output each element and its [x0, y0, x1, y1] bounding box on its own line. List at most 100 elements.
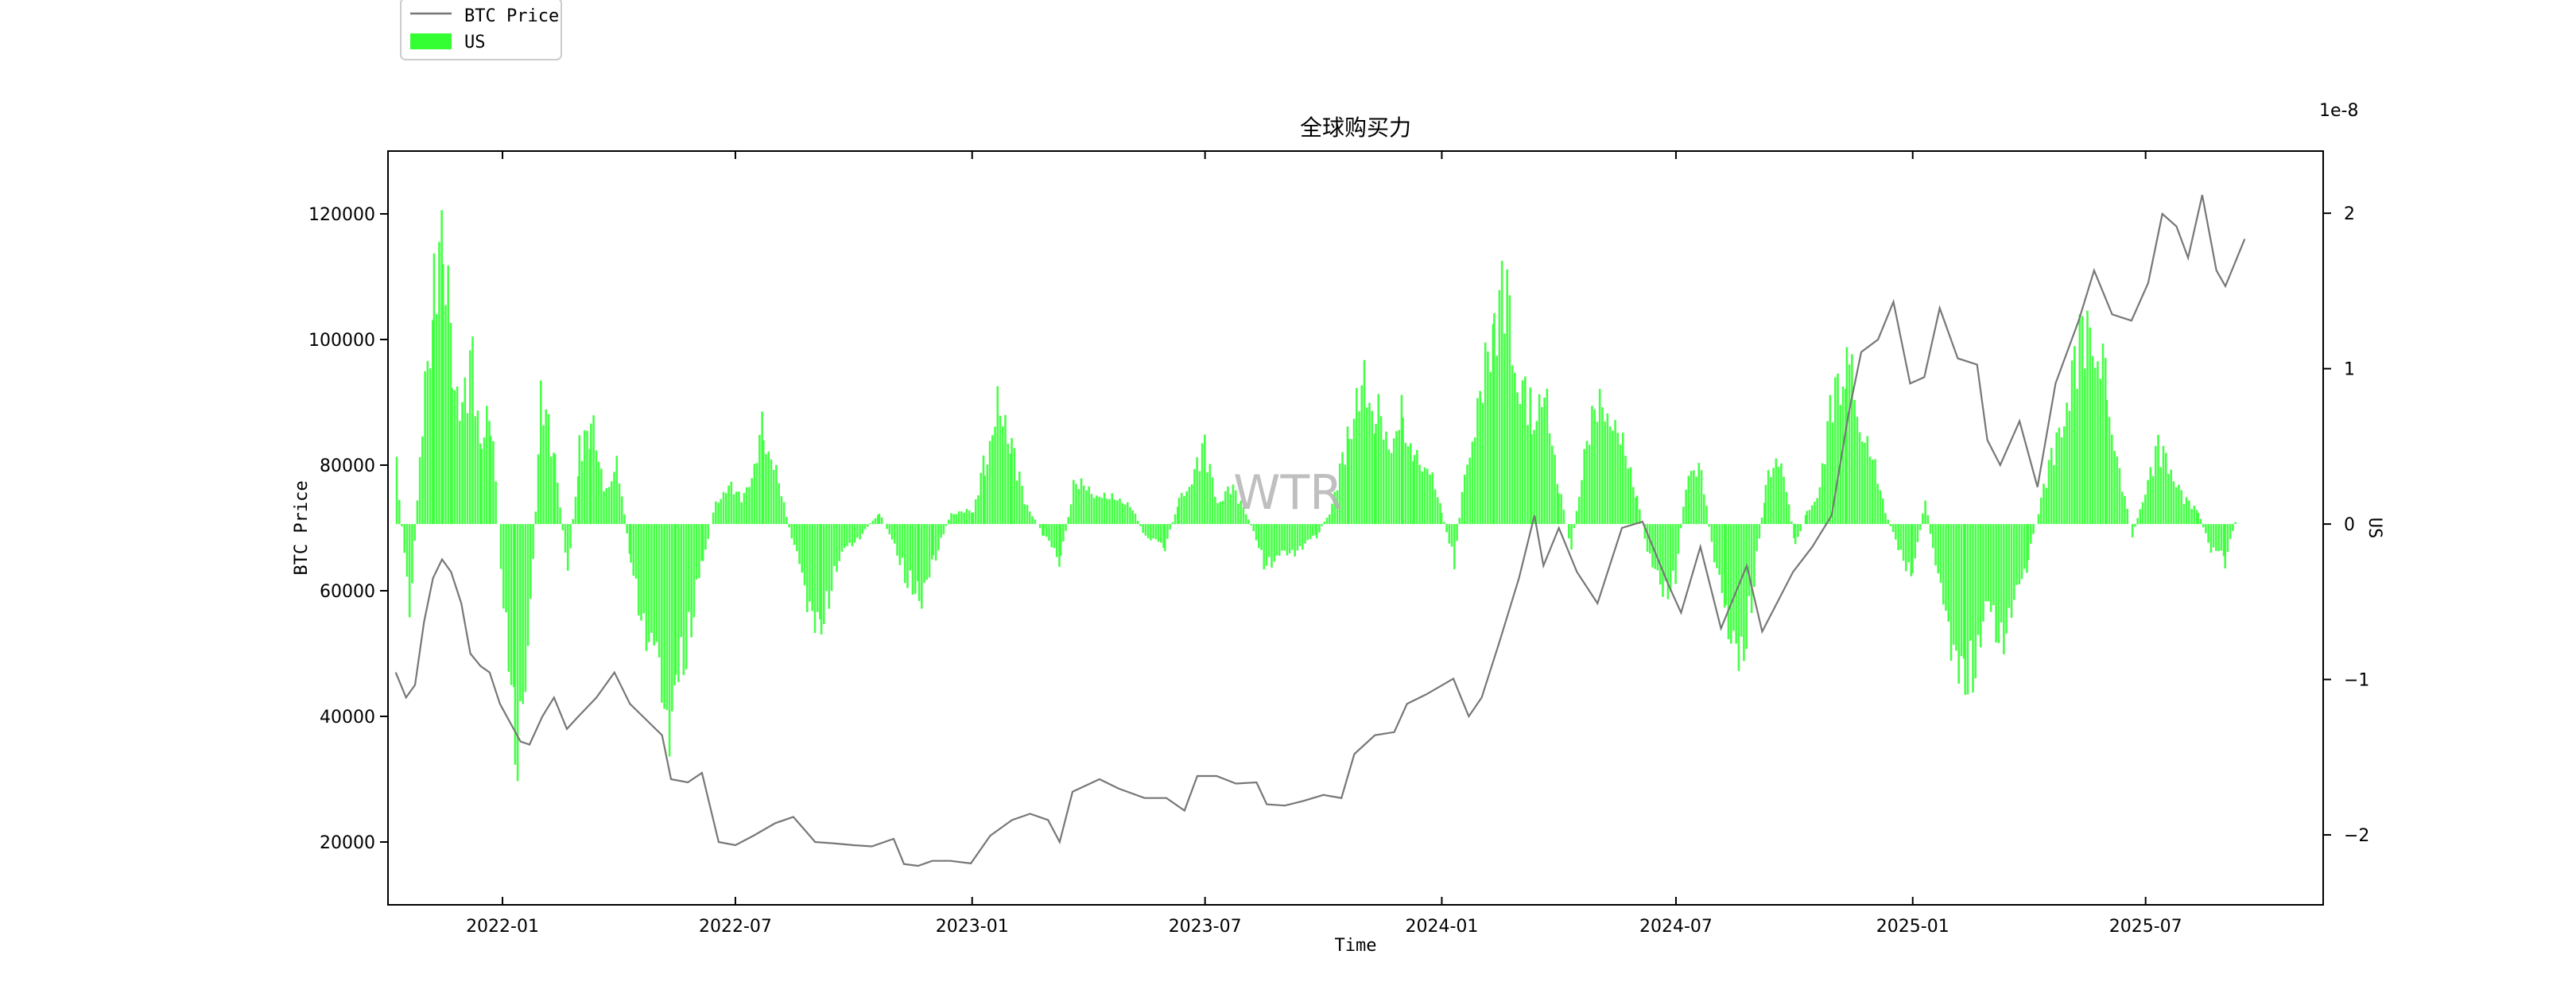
us-bar	[2147, 479, 2149, 525]
us-bar	[1390, 452, 1393, 525]
us-bar	[2162, 445, 2165, 525]
us-bar	[476, 410, 479, 525]
us-bar	[1240, 500, 1242, 525]
x-tick-label: 2023-01	[936, 917, 1009, 937]
us-bar	[2099, 378, 2102, 525]
us-bar	[1775, 458, 1778, 525]
us-bar	[918, 524, 921, 601]
us-bar	[890, 524, 894, 540]
us-bar	[1974, 524, 1977, 679]
us-bar	[1260, 524, 1263, 550]
us-bar	[1426, 468, 1429, 525]
us-bar	[632, 524, 635, 576]
us-bar	[1461, 491, 1464, 525]
us-bar	[755, 463, 758, 525]
us-bar	[547, 413, 550, 525]
us-bar	[542, 425, 545, 525]
us-bar	[566, 524, 569, 571]
us-bar	[1977, 524, 1980, 635]
us-bar	[1635, 497, 1637, 525]
us-bar	[846, 524, 848, 546]
us-bar	[2027, 524, 2030, 561]
us-bar	[1947, 524, 1950, 622]
us-bar	[1810, 505, 1814, 525]
us-bar	[1581, 479, 1583, 525]
us-bar	[1023, 504, 1026, 525]
us-bar	[1352, 418, 1356, 525]
us-bar	[1062, 524, 1065, 542]
us-bar	[1570, 524, 1573, 550]
us-bar	[2195, 510, 2198, 525]
us-bar	[661, 524, 663, 703]
us-bar	[1724, 524, 1728, 605]
us-bar	[1224, 491, 1227, 525]
us-bar	[1346, 426, 1349, 525]
us-bar	[610, 481, 613, 525]
us-bar	[1058, 524, 1061, 567]
us-bar	[1291, 524, 1294, 550]
us-bar	[1121, 502, 1124, 525]
us-bar	[809, 524, 811, 602]
us-bar	[1627, 468, 1630, 525]
us-bar	[1763, 502, 1766, 525]
us-bar	[1439, 502, 1441, 525]
us-bar	[685, 524, 688, 669]
us-bar	[1281, 524, 1283, 551]
us-bar	[1593, 409, 1596, 525]
us-bar	[2045, 487, 2048, 525]
us-bar	[1169, 524, 1171, 530]
us-bar	[524, 524, 527, 693]
us-bar	[727, 485, 730, 525]
us-bar	[1458, 518, 1461, 525]
us-bar	[613, 471, 615, 525]
us-bar	[1348, 439, 1350, 525]
us-bar	[925, 524, 929, 580]
us-bar	[803, 524, 806, 586]
us-bar	[2053, 465, 2055, 525]
us-bar	[645, 524, 648, 651]
us-bar	[1506, 269, 1508, 525]
us-bar	[1108, 499, 1111, 525]
us-bar	[597, 461, 600, 525]
us-bar	[1716, 524, 1718, 568]
us-bar	[1311, 524, 1314, 536]
us-bar	[682, 524, 685, 676]
us-bar	[2222, 524, 2225, 557]
us-bar	[1614, 420, 1616, 525]
us-bar	[1468, 457, 1472, 525]
us-bar	[637, 524, 640, 615]
us-bar	[811, 524, 814, 611]
us-bar	[605, 487, 608, 525]
y-axis-left-label: BTC Price	[292, 480, 312, 575]
us-bar	[735, 491, 738, 525]
us-bar	[1473, 437, 1476, 525]
us-bar	[1358, 411, 1360, 525]
us-bar	[1924, 500, 1926, 525]
us-bar	[677, 524, 680, 682]
x-axis: 2022-01 2022-07 2023-01 2023-07 2024-01 2024-…	[466, 151, 2182, 937]
us-bar	[2220, 524, 2223, 551]
us-bar	[1185, 491, 1188, 525]
us-bar	[1190, 484, 1193, 525]
us-bar	[1727, 524, 1730, 639]
us-bar	[911, 524, 914, 595]
us-bar	[2047, 460, 2050, 525]
us-bar	[695, 524, 698, 580]
us-bar	[447, 265, 450, 525]
us-bar	[1134, 514, 1137, 525]
y-right-tick-label: −1	[2344, 671, 2369, 691]
us-bar	[2139, 509, 2142, 525]
legend-label-us: US	[464, 33, 486, 52]
us-bar	[1573, 524, 1576, 529]
us-bar	[1450, 524, 1453, 547]
us-bar	[1710, 524, 1713, 542]
us-bar	[886, 524, 888, 530]
us-bar	[1436, 497, 1439, 525]
us-bar	[2209, 524, 2213, 553]
us-bar	[429, 368, 432, 525]
us-bar	[403, 524, 406, 553]
us-bar	[965, 508, 968, 525]
us-bar	[1013, 448, 1016, 525]
us-bar	[578, 435, 581, 525]
us-bar	[980, 472, 983, 525]
